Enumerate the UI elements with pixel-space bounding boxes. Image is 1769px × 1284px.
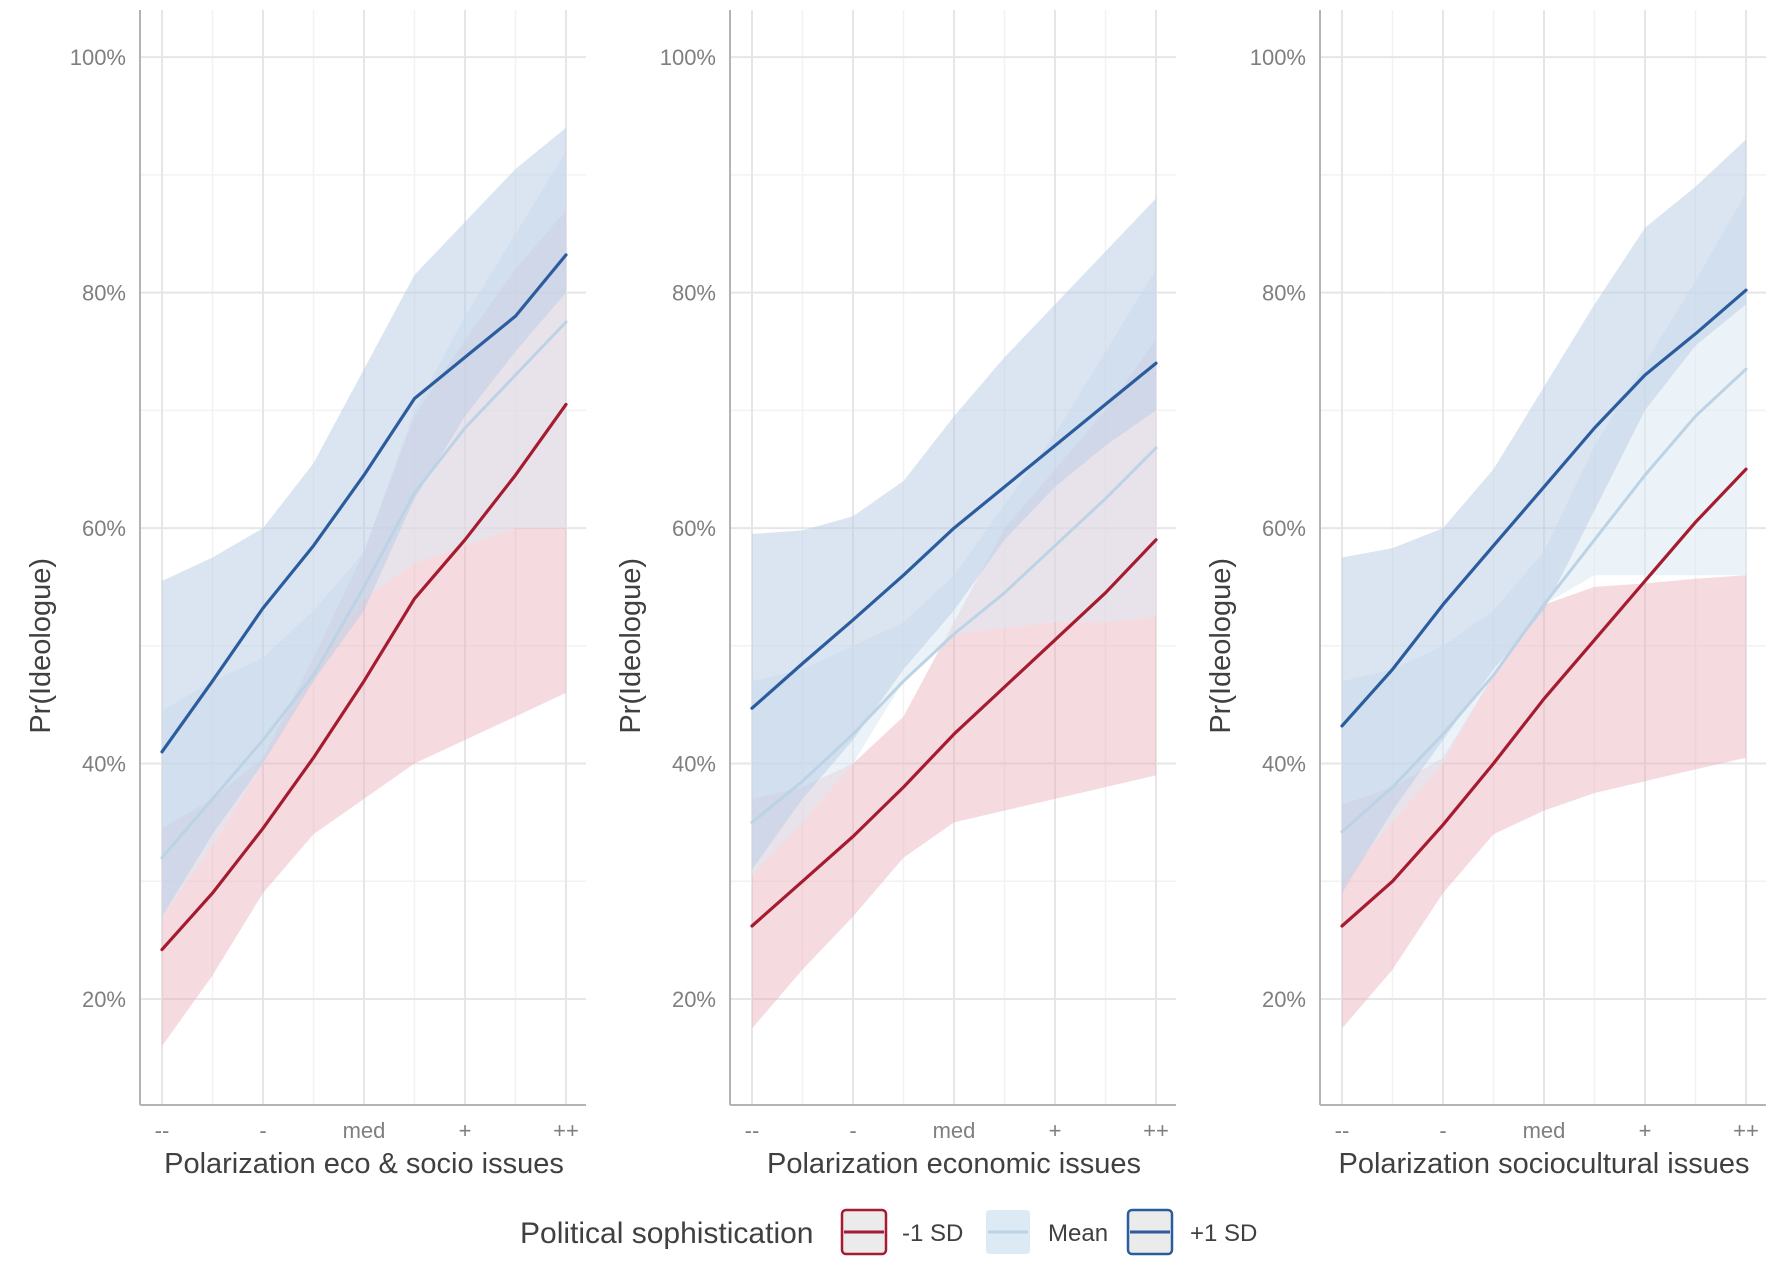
major-grid <box>140 10 586 1105</box>
line-mean <box>160 320 568 860</box>
x-tick-label: -- <box>745 1118 760 1143</box>
legend: Political sophistication -1 SD Mean +1 S… <box>520 1208 1257 1256</box>
band-plus1sd <box>752 198 1156 870</box>
x-tick-label: - <box>849 1118 856 1143</box>
y-tick-label: 20% <box>672 987 716 1012</box>
line-mean <box>1340 367 1748 834</box>
line-minus1sd <box>160 402 568 952</box>
x-tick-label: -- <box>1335 1118 1350 1143</box>
panels: 20%40%60%80%100%-- - med + ++Polarization ec… <box>25 10 1766 1180</box>
y-tick-label: 80% <box>82 281 126 306</box>
legend-item-minus1sd: -1 SD <box>840 1208 963 1256</box>
series-lines <box>1340 288 1748 928</box>
band-plus1sd <box>162 127 566 917</box>
panel-1: 20%40%60%80%100%-- - med + ++Polarization ec… <box>25 10 586 1180</box>
legend-label-mean: Mean <box>1048 1220 1108 1247</box>
x-tick-label: med <box>933 1118 976 1143</box>
legend-label-plus1sd: +1 SD <box>1190 1220 1257 1247</box>
y-tick-label: 20% <box>82 987 126 1012</box>
x-tick-label: + <box>1049 1118 1062 1143</box>
y-tick-label: 100% <box>660 45 716 70</box>
band-plus1sd <box>1342 139 1746 894</box>
x-tick-label: + <box>1639 1118 1652 1143</box>
x-tick-label: - <box>259 1118 266 1143</box>
series-lines <box>750 361 1158 928</box>
x-tick-label: ++ <box>1733 1118 1759 1143</box>
line-mean <box>750 446 1158 824</box>
y-tick-label: 40% <box>672 752 716 777</box>
confidence-bands <box>1342 139 1746 1029</box>
y-axis-title: Pr(Ideologue) <box>1205 558 1237 734</box>
y-tick-label: 20% <box>1262 987 1306 1012</box>
x-tick-label: ++ <box>553 1118 579 1143</box>
x-tick-label: med <box>343 1118 386 1143</box>
y-tick-label: 40% <box>82 752 126 777</box>
y-tick-label: 80% <box>672 281 716 306</box>
line-minus1sd <box>750 538 1158 928</box>
y-axis-title: Pr(Ideologue) <box>25 558 57 734</box>
legend-item-mean: Mean <box>986 1210 1108 1254</box>
x-tick-label: + <box>459 1118 472 1143</box>
panel-3: 20%40%60%80%100%-- - med + ++Polarization so… <box>1205 10 1766 1180</box>
x-tick-label: -- <box>155 1118 170 1143</box>
legend-item-plus1sd: +1 SD <box>1126 1208 1257 1256</box>
confidence-bands <box>162 127 566 1047</box>
y-tick-label: 60% <box>82 516 126 541</box>
y-tick-label: 60% <box>1262 516 1306 541</box>
x-axis-title: Polarization economic issues <box>767 1148 1141 1180</box>
x-axis-title: Polarization sociocultural issues <box>1338 1148 1749 1180</box>
legend-label-minus1sd: -1 SD <box>902 1220 963 1247</box>
line-plus1sd <box>1340 288 1748 728</box>
y-axis-title: Pr(Ideologue) <box>615 558 647 734</box>
x-tick-label: med <box>1523 1118 1566 1143</box>
line-plus1sd <box>750 361 1158 710</box>
x-tick-label: ++ <box>1143 1118 1169 1143</box>
y-tick-label: 100% <box>1250 45 1306 70</box>
legend-title: Political sophistication <box>520 1217 813 1250</box>
panel-2: 20%40%60%80%100%-- - med + ++Polarization ec… <box>615 10 1176 1180</box>
x-tick-label: - <box>1439 1118 1446 1143</box>
band-minus1sd <box>1342 575 1746 1029</box>
x-axis-title: Polarization eco & socio issues <box>164 1148 564 1180</box>
line-plus1sd <box>160 253 568 754</box>
series-lines <box>160 253 568 952</box>
y-tick-label: 100% <box>70 45 126 70</box>
line-minus1sd <box>1340 467 1748 928</box>
y-tick-label: 40% <box>1262 752 1306 777</box>
y-tick-label: 60% <box>672 516 716 541</box>
confidence-bands <box>752 198 1156 1029</box>
y-tick-label: 80% <box>1262 281 1306 306</box>
